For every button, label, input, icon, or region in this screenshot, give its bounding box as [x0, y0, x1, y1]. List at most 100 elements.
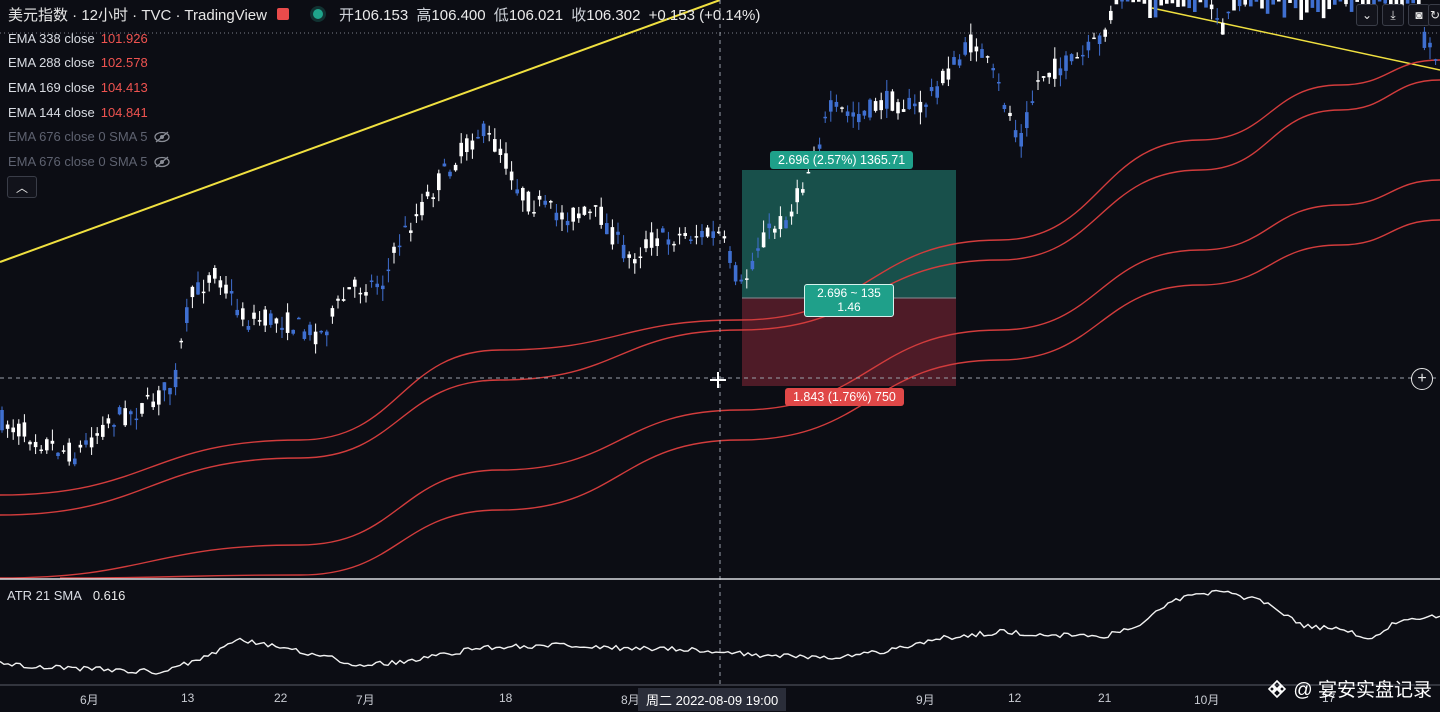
- x-axis-label: 13: [181, 691, 195, 705]
- candle-body: [901, 109, 906, 112]
- download-icon[interactable]: ⤓: [1382, 4, 1404, 26]
- candle-body: [207, 275, 211, 283]
- candle-body: [1282, 0, 1287, 18]
- candle-body: [1383, 0, 1387, 4]
- risk-reward-label[interactable]: 2.696 ~ 135 1.46: [804, 284, 894, 317]
- legend-ema-144[interactable]: EMA 144 close 104.841: [8, 105, 148, 120]
- x-axis-label: 22: [274, 691, 288, 705]
- candle-body: [985, 56, 990, 58]
- candle-body: [879, 100, 883, 111]
- candle-body: [717, 231, 721, 234]
- candle-body: [991, 68, 995, 71]
- candle-body: [1293, 0, 1298, 9]
- candle-body: [381, 285, 385, 290]
- legend-value: 104.413: [100, 80, 148, 95]
- candle-body: [1064, 55, 1068, 71]
- candle-body: [666, 239, 671, 245]
- atr-line: [0, 589, 1440, 675]
- candle-body: [918, 101, 923, 113]
- candle-body: [588, 211, 592, 214]
- candle-body: [101, 424, 105, 437]
- add-plus-icon[interactable]: +: [1411, 368, 1433, 390]
- candle-body: [1299, 0, 1303, 20]
- legend-ema-288[interactable]: EMA 288 close 102.578: [8, 55, 148, 70]
- flag-icon[interactable]: [276, 8, 289, 20]
- candle-body: [963, 42, 967, 55]
- candle-body: [162, 382, 167, 391]
- candle-body: [924, 104, 928, 107]
- symbol-title[interactable]: 美元指数 · 12小时 · TVC · TradingView: [8, 6, 267, 24]
- candle-body: [560, 212, 564, 220]
- collapse-legend-button[interactable]: ︿: [7, 176, 37, 198]
- candle-body: [414, 214, 419, 217]
- candle-body: [935, 86, 939, 98]
- legend-name: EMA 338 close: [8, 31, 95, 46]
- x-axis-label: 12: [1008, 691, 1022, 705]
- camera-icon[interactable]: ◙: [1408, 4, 1430, 26]
- trend-line-up[interactable]: [0, 0, 721, 263]
- stop-label[interactable]: 1.843 (1.76%) 750: [785, 388, 904, 406]
- candle-body: [465, 138, 469, 153]
- candle-body: [756, 248, 760, 251]
- change-value: +0.153 (+0.14%): [648, 6, 761, 24]
- legend-value: 104.841: [100, 105, 148, 120]
- legend-ema-169[interactable]: EMA 169 close 104.413: [8, 80, 148, 95]
- candle-body: [123, 408, 127, 426]
- candle-body: [929, 87, 934, 92]
- candle-body: [683, 233, 687, 236]
- candle-body: [845, 111, 850, 116]
- candle-body: [319, 330, 323, 333]
- target-label[interactable]: 2.696 (2.57%) 1365.71: [770, 151, 914, 169]
- legend-name: EMA 676 close 0 SMA 5: [8, 154, 148, 169]
- legend-ema-676-a[interactable]: EMA 676 close 0 SMA 5: [8, 129, 171, 144]
- candle-body: [801, 189, 805, 193]
- candle-body: [1069, 54, 1074, 62]
- candle-body: [257, 320, 262, 322]
- candle-body: [1221, 22, 1225, 35]
- candle-body: [117, 407, 122, 415]
- candle-body: [1310, 0, 1315, 8]
- candle-body: [672, 243, 676, 246]
- candle-body: [1316, 0, 1320, 13]
- atr-legend[interactable]: ATR 21 SMA 0.616: [7, 588, 125, 603]
- candle-body: [862, 110, 867, 116]
- legend-ema-338[interactable]: EMA 338 close 101.926: [8, 31, 148, 46]
- candle-body: [750, 260, 755, 270]
- candle-body: [1125, 0, 1130, 2]
- candle-body: [61, 450, 66, 452]
- candle-body: [50, 440, 55, 444]
- candle-body: [644, 239, 648, 249]
- high-value: 106.400: [431, 6, 486, 24]
- legend-ema-676-b[interactable]: EMA 676 close 0 SMA 5: [8, 154, 171, 169]
- candle-body: [17, 423, 21, 437]
- x-axis-label: 18: [499, 691, 513, 705]
- candle-body: [1103, 29, 1107, 37]
- eye-hidden-icon[interactable]: [153, 131, 171, 143]
- candle-body: [470, 140, 475, 150]
- candle-body: [1209, 4, 1214, 10]
- candle-body: [140, 403, 144, 414]
- candle-body: [868, 99, 872, 118]
- candle-body: [487, 133, 491, 135]
- candle-body: [1243, 0, 1247, 5]
- candle-body: [493, 139, 497, 152]
- candle-body: [22, 422, 27, 437]
- refresh-icon[interactable]: ↻: [1428, 4, 1440, 26]
- candle-body: [403, 225, 407, 228]
- candle-body: [1041, 76, 1046, 78]
- candle-body: [336, 298, 340, 301]
- candle-body: [67, 442, 71, 462]
- atr-name: ATR 21 SMA: [7, 588, 82, 603]
- target-zone[interactable]: [742, 170, 956, 298]
- candle-body: [1204, 0, 1208, 8]
- trend-line-down[interactable]: [1151, 7, 1440, 71]
- chevron-down-icon[interactable]: ⌄: [1356, 4, 1378, 26]
- candle-body: [173, 369, 178, 388]
- candle-body: [1265, 0, 1270, 14]
- eye-hidden-icon[interactable]: [153, 156, 171, 168]
- candle-body: [0, 410, 4, 431]
- candle-body: [957, 59, 962, 66]
- candle-body: [806, 171, 811, 174]
- x-axis-label: 7月: [356, 693, 375, 707]
